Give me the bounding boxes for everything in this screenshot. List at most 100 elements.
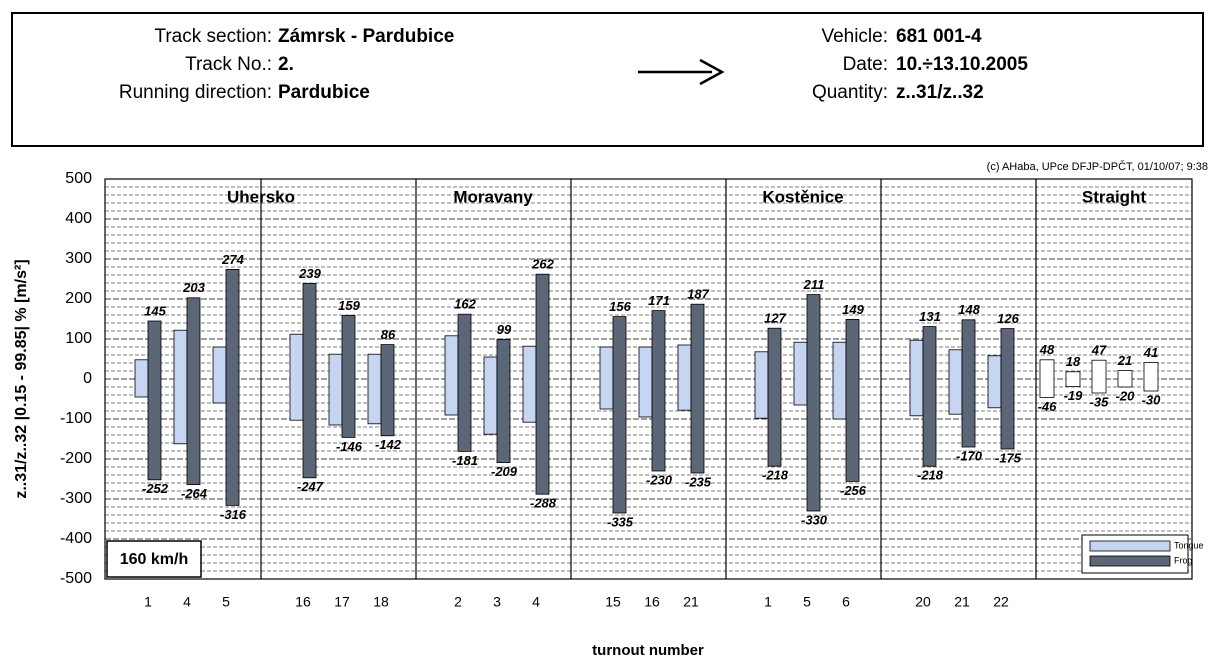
bar xyxy=(367,353,382,425)
bar xyxy=(302,282,317,479)
speed-label: 160 km/h xyxy=(120,551,188,568)
group-label: Kostěnice xyxy=(762,187,843,206)
value-label: -235 xyxy=(685,474,712,489)
y-tick-label: -100 xyxy=(60,410,92,427)
x-tick-label: 18 xyxy=(373,594,389,610)
y-axis-label: z..31/z..32 |0.15 - 99.85| % [m/s²] xyxy=(13,259,30,498)
value-label: 86 xyxy=(381,327,396,342)
value-label: 21 xyxy=(1117,353,1132,368)
plot-frame xyxy=(104,178,1193,580)
x-tick-label: 17 xyxy=(334,594,350,610)
x-tick-label: 6 xyxy=(842,594,850,610)
bar xyxy=(948,349,963,415)
bar xyxy=(134,359,149,398)
header-label: Track section: xyxy=(154,26,272,47)
y-tick-label: 100 xyxy=(65,330,92,347)
x-tick-label: 1 xyxy=(144,594,152,610)
x-tick-label: 20 xyxy=(915,594,931,610)
bar xyxy=(961,319,976,448)
bar xyxy=(1065,371,1081,387)
value-label: -170 xyxy=(956,448,983,463)
bar xyxy=(341,314,356,438)
bar xyxy=(535,273,550,495)
value-label: -181 xyxy=(452,453,478,468)
y-tick-label: 300 xyxy=(65,250,92,267)
value-label: 127 xyxy=(764,311,786,326)
header-value: 10.÷13.10.2005 xyxy=(896,54,1028,75)
x-tick-label: 2 xyxy=(454,594,462,610)
x-tick-label: 5 xyxy=(222,594,230,610)
header-box xyxy=(11,12,1204,147)
group-label: Straight xyxy=(1082,187,1147,206)
legend-swatch xyxy=(1089,555,1171,567)
value-label: -256 xyxy=(840,483,867,498)
x-tick-label: 15 xyxy=(605,594,621,610)
value-label: 126 xyxy=(997,311,1019,326)
x-axis-label: turnout number xyxy=(592,642,704,659)
value-label: 187 xyxy=(687,287,709,302)
value-label: 156 xyxy=(609,299,631,314)
header-label: Vehicle: xyxy=(821,26,888,47)
bar xyxy=(186,297,201,485)
group-label: Uhersko xyxy=(227,187,295,206)
x-tick-label: 5 xyxy=(803,594,811,610)
value-label: 171 xyxy=(648,293,670,308)
value-label: -218 xyxy=(762,468,789,483)
bar xyxy=(380,344,395,437)
bar xyxy=(767,327,782,467)
value-label: -209 xyxy=(491,464,518,479)
value-label: 159 xyxy=(338,298,360,313)
value-label: -20 xyxy=(1116,388,1136,403)
value-label: 41 xyxy=(1143,345,1158,360)
value-label: 211 xyxy=(803,277,825,292)
x-tick-label: 16 xyxy=(644,594,660,610)
value-label: -19 xyxy=(1064,388,1084,403)
bar xyxy=(651,310,666,472)
bar xyxy=(987,355,1002,409)
value-label: -252 xyxy=(142,481,169,496)
y-tick-label: -200 xyxy=(60,450,92,467)
bar xyxy=(599,346,614,410)
bar xyxy=(638,346,653,418)
bar xyxy=(793,341,808,406)
bar xyxy=(496,338,511,463)
x-tick-label: 3 xyxy=(493,594,501,610)
bar xyxy=(922,326,937,467)
value-label: 99 xyxy=(497,322,512,337)
header-value: 681 001-4 xyxy=(896,26,982,47)
bar xyxy=(522,345,537,423)
bar xyxy=(1000,328,1015,450)
bar xyxy=(225,268,240,506)
value-label: -218 xyxy=(917,468,944,483)
y-tick-label: 500 xyxy=(65,170,92,187)
y-tick-label: -500 xyxy=(60,570,92,587)
value-label: 148 xyxy=(958,302,980,317)
header-value: Pardubice xyxy=(278,82,370,103)
bar xyxy=(806,294,821,512)
header-label: Date: xyxy=(843,54,888,75)
bar xyxy=(328,353,343,426)
value-label: 145 xyxy=(144,303,166,318)
x-tick-label: 4 xyxy=(532,594,540,610)
value-label: -288 xyxy=(530,496,557,511)
header-label: Quantity: xyxy=(812,82,888,103)
value-label: 47 xyxy=(1091,343,1107,358)
x-tick-label: 21 xyxy=(683,594,699,610)
bar xyxy=(832,341,847,420)
value-label: 131 xyxy=(919,309,941,324)
bar xyxy=(1039,359,1055,398)
value-label: 203 xyxy=(182,280,205,295)
value-label: 149 xyxy=(842,302,864,317)
x-tick-label: 21 xyxy=(954,594,970,610)
x-tick-label: 22 xyxy=(993,594,1009,610)
value-label: 18 xyxy=(1066,354,1081,369)
copyright: (c) AHaba, UPce DFJP-DPČT, 01/10/07; 9:3… xyxy=(987,160,1208,173)
bar xyxy=(457,313,472,452)
bar xyxy=(845,318,860,482)
bar xyxy=(677,344,692,411)
legend-label: Frog xyxy=(1174,555,1193,565)
value-label: -264 xyxy=(181,486,208,501)
bar xyxy=(1117,370,1133,388)
header-label: Running direction: xyxy=(119,82,272,103)
